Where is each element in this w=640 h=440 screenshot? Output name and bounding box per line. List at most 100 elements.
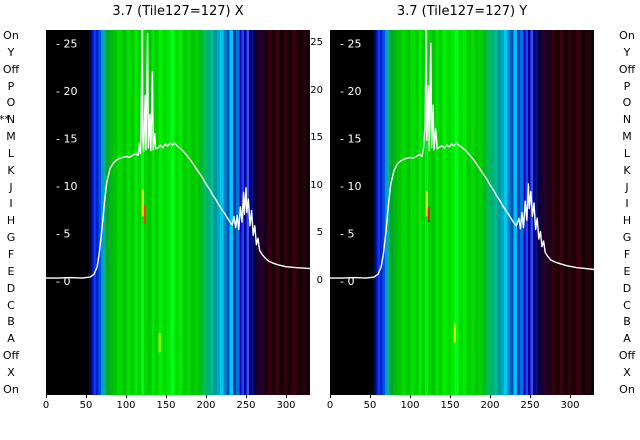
heatmap-mark (453, 323, 456, 343)
heatmap-stripe (93, 30, 97, 395)
axis-row-label: G (622, 231, 632, 245)
axis-row: X (614, 367, 640, 378)
heatmap-stripe (244, 30, 248, 395)
heatmap-stripe (504, 30, 508, 395)
axis-row: On (0, 30, 22, 41)
heatmap-stripe (134, 30, 139, 395)
heatmap-stripe (194, 30, 200, 395)
heatmap-stripe (567, 30, 572, 395)
y-tick-label: - 25 (340, 37, 361, 50)
heatmap-stripe (46, 30, 90, 395)
x-tick-mark (86, 395, 87, 398)
heatmap-stripe (497, 30, 502, 395)
heatmap-stripe (174, 30, 180, 395)
heatmap-stripe (271, 30, 276, 395)
heatmap-stripe (229, 30, 234, 395)
heatmap-stripe (256, 30, 260, 395)
heatmap-stripe (91, 30, 95, 395)
heatmap-stripe (377, 30, 381, 395)
x-tick-label: 50 (79, 400, 93, 411)
heatmap-stripe (428, 30, 432, 395)
heatmap-stripe (210, 30, 215, 395)
heatmap-stripe (263, 30, 268, 395)
x-tick-label: 300 (276, 400, 296, 411)
axis-row: E (0, 266, 22, 277)
axis-row-label: G (6, 231, 16, 245)
y-tick-label: - 0 (340, 275, 354, 288)
heatmap-stripe (580, 30, 587, 395)
heatmap-stripe (435, 30, 440, 395)
heatmap-stripe (478, 30, 484, 395)
axis-row-label: H (622, 214, 632, 228)
heatmap-stripe (88, 30, 92, 395)
x-tick-label: 150 (156, 400, 176, 411)
x-tick-mark (46, 395, 47, 398)
heatmap-stripe (446, 30, 452, 395)
axis-row-label: On (619, 382, 635, 396)
panel-y: 3.7 (Tile127=127) Y - 25- 20- 15- 10- 5-… (327, 0, 594, 440)
axis-row: B (614, 316, 640, 327)
heatmap-stripe (253, 30, 257, 395)
heatmap-mark (425, 191, 428, 217)
heatmap-stripe (144, 30, 148, 395)
axis-row-label: D (6, 281, 16, 295)
x-tick-mark (450, 395, 451, 398)
left-axis-labels: On Y Off P O ** N M L K J I H G F E D C B A Off X On (0, 30, 22, 395)
heatmap-stripe (126, 30, 132, 395)
heatmap-stripe (137, 30, 142, 395)
axis-row-label: C (623, 298, 631, 312)
heatmap-stripe (182, 30, 188, 395)
heatmap-stripe (232, 30, 237, 395)
y-tick-label: - 15 (56, 132, 77, 145)
heatmap-stripe (450, 30, 456, 395)
heatmap-stripe (438, 30, 444, 395)
heatmap-stripe (122, 30, 128, 395)
heatmap-stripe (267, 30, 272, 395)
axis-row-label: Off (618, 62, 636, 76)
heatmap-stripe (170, 30, 176, 395)
heatmap-stripe (486, 30, 492, 395)
heatmap-stripe (494, 30, 499, 395)
axis-row: A (614, 333, 640, 344)
heatmap-stripe (275, 30, 280, 395)
heatmap-stripe (223, 30, 228, 395)
heatmap-stripe (518, 30, 521, 395)
axis-row: H (0, 215, 22, 226)
heatmap-stripe (563, 30, 568, 395)
axis-row-label: E (7, 264, 15, 278)
x-tick-mark (530, 395, 531, 398)
outer-y-tick-label: 20 (310, 85, 323, 96)
axis-row-label: On (3, 29, 19, 42)
heatmap-stripe (190, 30, 196, 395)
axis-row-label: A (623, 332, 631, 346)
heatmap-stripe (389, 30, 394, 395)
heatmap-stripe (287, 30, 293, 395)
y-tick-label: - 20 (56, 85, 77, 98)
x-tick-label: 100 (116, 400, 136, 411)
axis-row: P (0, 81, 22, 92)
axis-row-label: A (7, 332, 15, 346)
row-marker: ** (0, 113, 10, 127)
axis-row: C (0, 300, 22, 311)
axis-row: L (614, 148, 640, 159)
x-tick-mark (330, 395, 331, 398)
y-tick-label: - 0 (56, 275, 70, 288)
panel-x: 3.7 (Tile127=127) X - 25- 20- 15- 10- 5-… (43, 0, 310, 440)
heatmap-stripe (535, 30, 539, 395)
axis-row: I (0, 198, 22, 209)
heatmap-stripe (421, 30, 426, 395)
heatmap-stripe (384, 30, 388, 395)
y-tick-label: - 10 (340, 180, 361, 193)
heatmap-stripe (216, 30, 221, 395)
heatmap-stripe (571, 30, 577, 395)
axis-row-label: L (623, 146, 631, 160)
axis-row: G (0, 232, 22, 243)
axis-row: X (0, 367, 22, 378)
heatmap-mark (143, 204, 146, 224)
heatmap-stripe (551, 30, 556, 395)
axis-row: Off (614, 350, 640, 361)
axis-row: O (0, 97, 22, 108)
heatmap-stripe (202, 30, 208, 395)
x-tick-label: 200 (196, 400, 216, 411)
axis-row-label: M (6, 130, 16, 144)
